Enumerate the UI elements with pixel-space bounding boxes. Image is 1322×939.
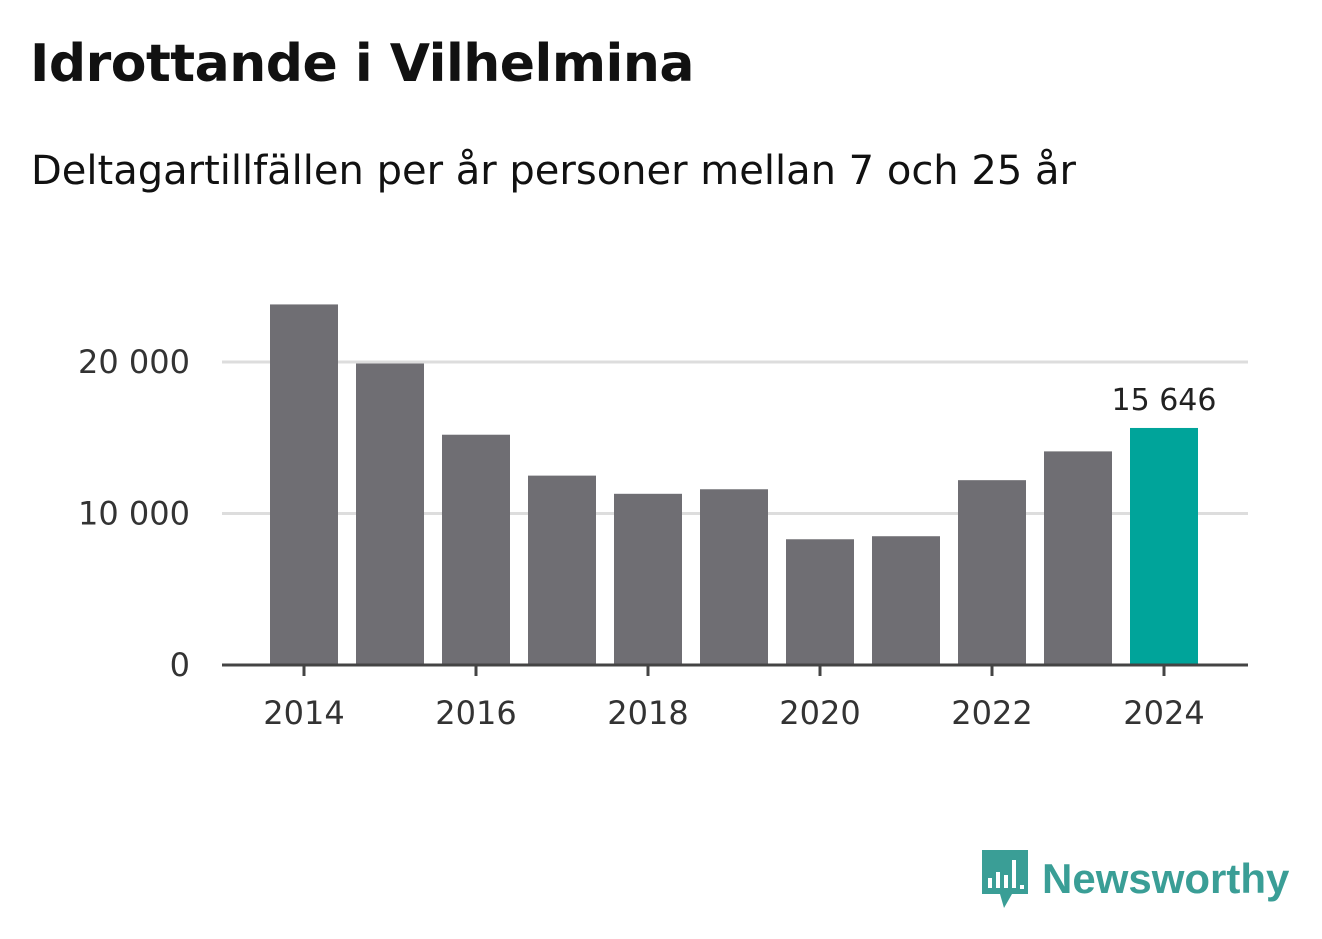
bar-2021[interactable]	[872, 536, 940, 665]
bar-2022[interactable]	[958, 480, 1026, 665]
value-label-2024: 15 646	[1112, 383, 1217, 418]
x-tick-label: 2024	[1123, 694, 1204, 732]
bar-2020[interactable]	[786, 539, 854, 665]
bar-2014[interactable]	[270, 304, 338, 665]
y-tick-label: 20 000	[78, 343, 190, 381]
bar-2024[interactable]	[1130, 427, 1198, 665]
bar-chart: 0 10 000 20 000 15 646 2014 2016 2018 2020 2022 2…	[78, 304, 1248, 732]
chart-title: Idrottande i Vilhelmina	[30, 34, 695, 94]
bar-2023[interactable]	[1044, 451, 1112, 665]
newsworthy-logo[interactable]: Newsworthy	[980, 848, 1289, 910]
y-tick-label: 0	[170, 646, 190, 684]
logo-text: Newsworthy	[1042, 855, 1290, 902]
bar-2018[interactable]	[614, 493, 682, 665]
x-tick-label: 2016	[435, 694, 516, 732]
bar-2019[interactable]	[700, 489, 768, 665]
bar-2015[interactable]	[356, 363, 424, 665]
x-tick-label: 2018	[607, 694, 688, 732]
bar-2017[interactable]	[528, 475, 596, 665]
newsworthy-bar-chart-icon	[982, 850, 1028, 908]
chart-subtitle: Deltagartillfällen per år personer mella…	[31, 148, 1076, 194]
x-tick-label: 2020	[779, 694, 860, 732]
bar-2016[interactable]	[442, 434, 510, 665]
y-tick-label: 10 000	[78, 495, 190, 533]
x-tick-label: 2022	[951, 694, 1032, 732]
x-tick-label: 2014	[263, 694, 344, 732]
